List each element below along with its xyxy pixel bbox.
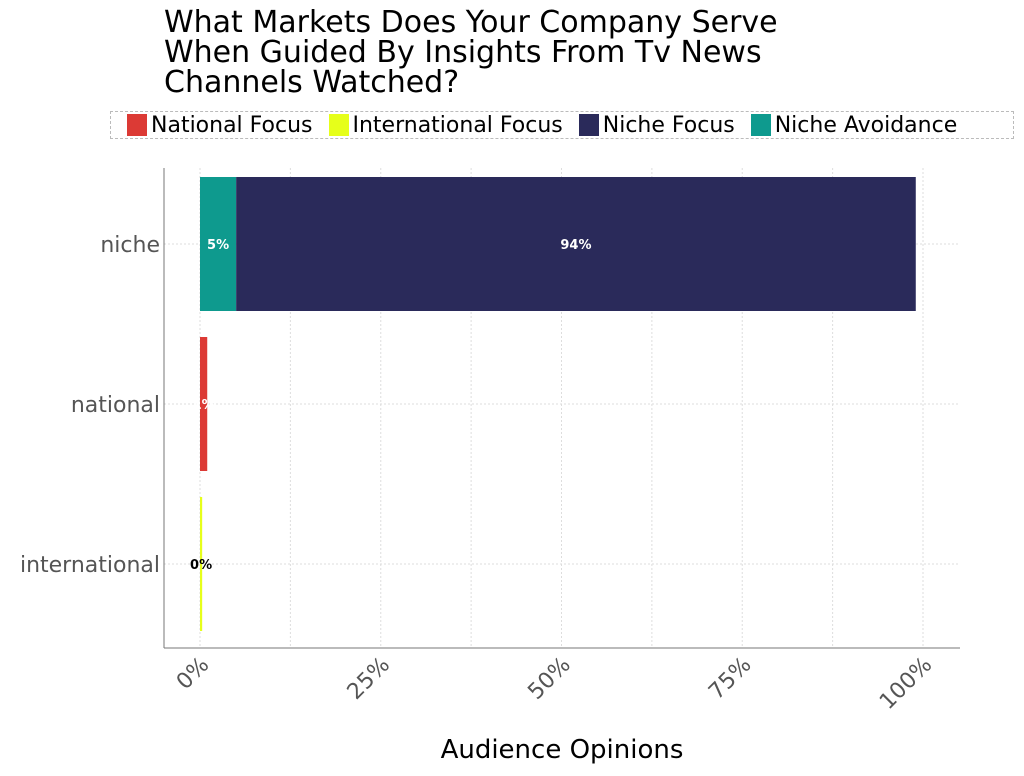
chart-legend: National Focus International Focus Niche…: [110, 111, 1014, 139]
x-tick-label: 50%: [523, 653, 575, 705]
y-tick-label: niche: [100, 233, 160, 258]
x-tick-label: 75%: [704, 653, 756, 705]
bar-international-focus: [200, 497, 203, 631]
x-tick-label: 25%: [343, 653, 395, 705]
chart-title-line: What Markets Does Your Company Serve: [164, 5, 778, 40]
legend-swatch: [750, 114, 771, 136]
legend-label: International Focus: [352, 112, 563, 138]
legend-swatch: [328, 114, 349, 136]
x-axis-label: Audience Opinions: [440, 735, 684, 765]
chart-title-line: When Guided By Insights From Tv News: [164, 35, 762, 70]
legend-label: Niche Avoidance: [774, 112, 958, 138]
data-label: 5%: [207, 238, 229, 253]
bar-niche-focus: [236, 177, 916, 311]
chart-title-line: Channels Watched?: [164, 65, 460, 100]
legend-item-niche-avoidance[interactable]: Niche Avoidance: [750, 112, 958, 138]
legend-swatch: [127, 114, 147, 136]
data-label: 1%: [193, 398, 215, 413]
bar-niche-avoidance: [200, 177, 237, 311]
y-tick-label: national: [71, 393, 160, 418]
y-tick-label: international: [20, 553, 160, 578]
chart-title: What Markets Does Your Company Serve Whe…: [164, 8, 924, 98]
data-label: 94%: [560, 238, 591, 253]
legend-swatch: [578, 114, 599, 136]
x-tick-label: 100%: [875, 653, 937, 715]
legend-item-niche-focus[interactable]: Niche Focus: [578, 112, 735, 138]
bar-national-focus: [200, 337, 208, 471]
x-tick-label: 0%: [172, 653, 214, 695]
legend-item-international-focus[interactable]: International Focus: [328, 112, 563, 138]
legend-item-national-focus[interactable]: National Focus: [127, 113, 313, 138]
legend-label: National Focus: [151, 112, 313, 138]
data-label: 0%: [190, 558, 212, 573]
legend-label: Niche Focus: [602, 112, 735, 138]
